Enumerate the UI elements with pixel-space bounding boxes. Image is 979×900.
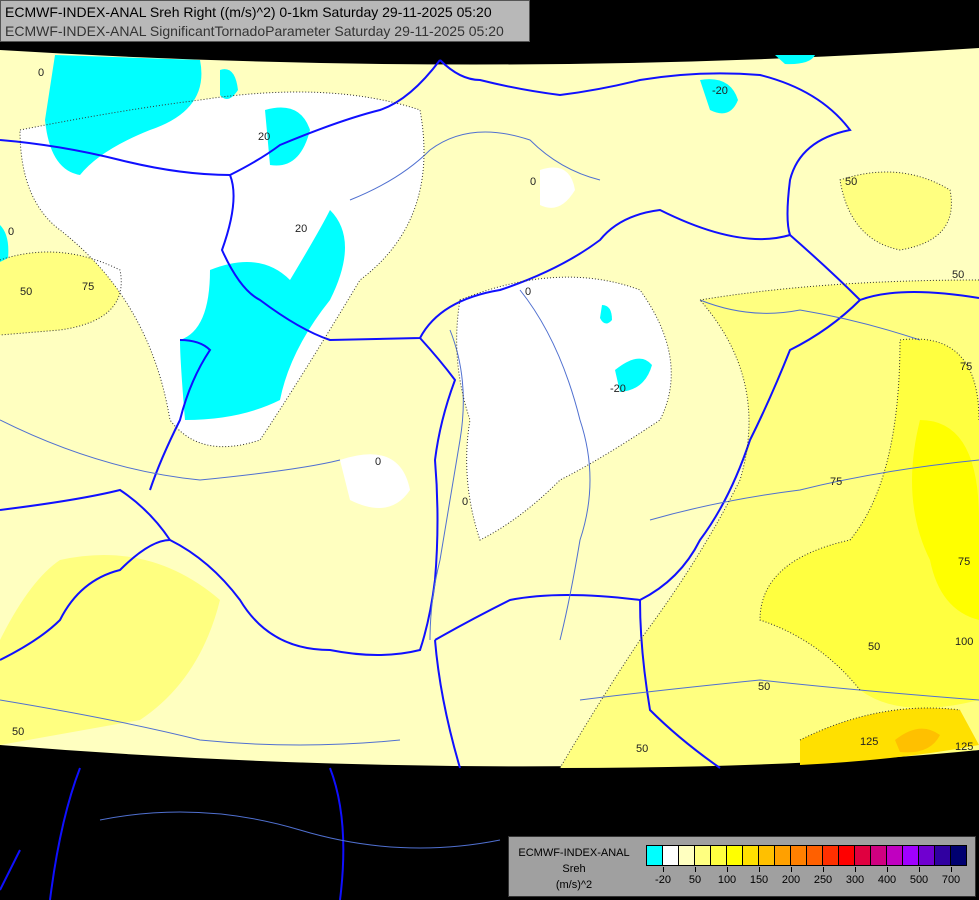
legend-tick-label: -20 <box>655 874 671 886</box>
legend-color-swatch <box>935 846 951 865</box>
legend-color-bar <box>646 845 967 866</box>
legend-tick-label: 250 <box>813 874 833 886</box>
sreh-zone-neg20 <box>180 210 345 420</box>
contour-label: 50 <box>12 726 24 738</box>
map-subtitle: ECMWF-INDEX-ANAL SignificantTornadoParam… <box>5 23 504 39</box>
contour-label: 50 <box>952 269 964 281</box>
legend-tick <box>919 867 920 872</box>
sreh-zone-neg20 <box>600 305 612 324</box>
legend-tick <box>823 867 824 872</box>
legend-color-swatch <box>663 846 679 865</box>
legend-tick <box>695 867 696 872</box>
legend-color-swatch <box>743 846 759 865</box>
legend-color-swatch <box>855 846 871 865</box>
legend-tick <box>727 867 728 872</box>
contour-label: 75 <box>958 556 970 568</box>
legend-tick-label: 200 <box>781 874 801 886</box>
sreh-zone-50 <box>840 172 952 250</box>
legend-color-swatch <box>839 846 855 865</box>
legend-tick <box>663 867 664 872</box>
contour-label: 50 <box>758 681 770 693</box>
legend-tick <box>759 867 760 872</box>
contour-label: 125 <box>860 736 878 748</box>
sreh-zone-100 <box>912 420 979 620</box>
contour-label: 50 <box>636 743 648 755</box>
contour-label: -20 <box>610 383 626 395</box>
contour-labels: 0 20 20 -20 0 50 75 0 0 0 0 50 50 75 75 … <box>8 67 973 755</box>
sreh-zone-125 <box>800 708 979 765</box>
contour-label: 0 <box>462 496 468 508</box>
contour-label: 75 <box>82 281 94 293</box>
sreh-zone-neg20 <box>700 79 738 114</box>
legend-color-swatch <box>903 846 919 865</box>
legend-color-swatch <box>775 846 791 865</box>
legend-color-swatch <box>759 846 775 865</box>
rivers <box>0 131 979 849</box>
sreh-zone-neg20 <box>45 55 202 175</box>
sreh-zone-neg20 <box>265 107 310 166</box>
legend-title-unit: (m/s)^2 <box>555 879 593 891</box>
legend-tick-label: 100 <box>717 874 737 886</box>
legend-color-swatch <box>807 846 823 865</box>
legend-color-swatch <box>871 846 887 865</box>
color-legend: ECMWF-INDEX-ANAL Sreh (m/s)^2 -20 50 100 15… <box>508 836 976 897</box>
legend-tick-label: 500 <box>909 874 929 886</box>
legend-color-swatch <box>823 846 839 865</box>
contour-label: 100 <box>955 636 973 648</box>
legend-color-swatch <box>727 846 743 865</box>
contour-label: 75 <box>830 476 842 488</box>
sreh-zone-neg20 <box>615 358 652 392</box>
legend-color-swatch <box>695 846 711 865</box>
legend-color-swatch <box>647 846 663 865</box>
contour-label: 0 <box>375 456 381 468</box>
sreh-zone-50 <box>0 252 122 335</box>
legend-color-swatch <box>711 846 727 865</box>
legend-tick <box>855 867 856 872</box>
contour-label: 20 <box>295 223 307 235</box>
contour-label: 0 <box>8 226 14 238</box>
legend-tick-label: 150 <box>749 874 769 886</box>
contour-label: 0 <box>525 286 531 298</box>
contour-label: 20 <box>258 131 270 143</box>
contour-label: 0 <box>530 176 536 188</box>
contour-label: 50 <box>868 641 880 653</box>
country-borders <box>0 59 979 900</box>
legend-tick <box>951 867 952 872</box>
legend-tick-label: 50 <box>688 874 702 886</box>
legend-color-swatch <box>887 846 903 865</box>
contour-label: -20 <box>712 85 728 97</box>
legend-color-swatch <box>919 846 935 865</box>
legend-title: ECMWF-INDEX-ANAL Sreh (m/s)^2 <box>513 845 635 893</box>
contour-label: 75 <box>960 361 972 373</box>
legend-tick-label: 300 <box>845 874 865 886</box>
sreh-zone-neg20 <box>220 69 238 99</box>
contour-label: 50 <box>845 176 857 188</box>
legend-color-swatch <box>679 846 695 865</box>
sreh-zone-0 <box>540 167 575 208</box>
legend-tick <box>887 867 888 872</box>
contour-lines <box>0 91 979 769</box>
sreh-zone-0 <box>340 454 410 508</box>
legend-tick-label: 400 <box>877 874 897 886</box>
legend-color-swatch <box>951 846 966 865</box>
legend-color-swatch <box>791 846 807 865</box>
legend-title-model: ECMWF-INDEX-ANAL <box>518 847 630 859</box>
sreh-zone-0 <box>456 277 672 540</box>
sreh-zone-neg20 <box>775 55 815 65</box>
sreh-zone-neg20 <box>0 225 9 262</box>
legend-tick <box>791 867 792 872</box>
legend-title-param: Sreh <box>562 863 586 875</box>
map-title-box: ECMWF-INDEX-ANAL Sreh Right ((m/s)^2) 0-… <box>0 0 530 42</box>
contour-label: 0 <box>38 67 44 79</box>
legend-tick-label: 700 <box>941 874 961 886</box>
sreh-zone-50 <box>0 555 220 745</box>
map-title: ECMWF-INDEX-ANAL Sreh Right ((m/s)^2) 0-… <box>5 4 492 20</box>
contour-label: 125 <box>955 741 973 753</box>
contour-label: 50 <box>20 286 32 298</box>
sreh-zone-150 <box>895 728 940 753</box>
